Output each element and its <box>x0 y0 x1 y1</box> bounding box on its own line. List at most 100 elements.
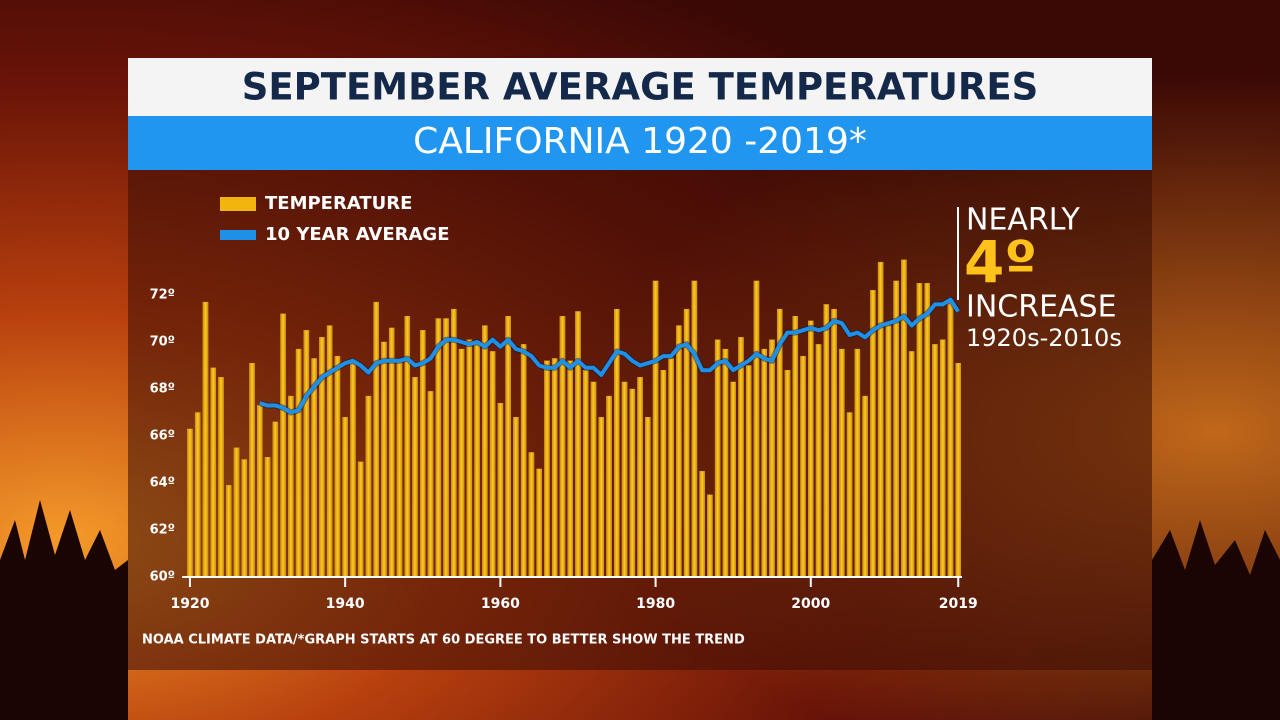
footnote: NOAA CLIMATE DATA/*GRAPH STARTS AT 60 DE… <box>142 633 745 648</box>
annotation-text: NEARLY <box>966 203 1080 238</box>
bar <box>846 412 853 578</box>
bar <box>590 381 597 578</box>
bar <box>365 395 372 578</box>
bar <box>427 391 434 578</box>
bar <box>707 494 713 578</box>
trend-line <box>259 297 960 415</box>
chart-subtitle: CALIFORNIA 1920 -2019* <box>413 121 867 162</box>
bar <box>334 355 341 578</box>
bar <box>629 388 636 578</box>
legend-swatch <box>220 197 256 211</box>
bar <box>668 358 674 578</box>
bar <box>676 325 682 578</box>
bar <box>761 348 768 578</box>
legend-swatch <box>220 230 256 240</box>
bar <box>458 348 465 578</box>
bar <box>218 377 224 578</box>
bar <box>357 461 364 578</box>
legend-label: TEMPERATURE <box>265 193 412 214</box>
bar <box>730 381 736 578</box>
x-tick-label: 2000 <box>791 596 830 612</box>
subtitle-bar <box>128 116 1152 170</box>
bar <box>908 351 915 578</box>
x-tick-label: 1960 <box>481 596 520 612</box>
bar <box>582 370 589 578</box>
bar <box>536 468 542 578</box>
bar <box>396 360 403 578</box>
bar <box>513 417 519 578</box>
x-tick-label: 1980 <box>636 596 675 612</box>
bar <box>784 370 791 578</box>
bar <box>497 402 504 578</box>
bar <box>194 412 201 578</box>
bar <box>241 459 248 578</box>
bar <box>451 308 457 578</box>
bar <box>412 377 418 578</box>
chart-title: SEPTEMBER AVERAGE TEMPERATURES <box>242 66 1039 109</box>
bar <box>404 315 411 578</box>
bar <box>474 344 480 578</box>
bar <box>466 339 473 578</box>
tree-silhouettes <box>0 500 128 720</box>
bar <box>637 377 643 578</box>
bar <box>567 360 574 578</box>
x-tick-label: 2019 <box>939 596 978 612</box>
tree-silhouettes <box>1152 520 1280 720</box>
bar <box>342 417 348 578</box>
bar <box>769 339 775 578</box>
bar <box>815 344 822 578</box>
bar <box>831 308 837 578</box>
y-tick-label: 62º <box>150 523 175 538</box>
y-tick-label: 66º <box>150 429 175 444</box>
bar <box>505 315 511 578</box>
bar <box>187 428 193 578</box>
bar <box>885 325 892 578</box>
bar <box>272 421 279 578</box>
bar <box>939 339 946 578</box>
bar <box>225 485 232 578</box>
bar <box>202 301 209 578</box>
bar <box>691 280 698 578</box>
bar <box>303 330 310 578</box>
bar <box>738 337 744 578</box>
bar <box>877 261 884 578</box>
bar <box>264 456 271 578</box>
bar <box>381 341 387 578</box>
bar <box>288 395 294 578</box>
bar <box>575 311 581 578</box>
bar <box>652 280 659 578</box>
bar <box>932 344 938 578</box>
bar <box>699 471 705 578</box>
bar <box>598 417 605 578</box>
bar <box>280 313 286 578</box>
bar <box>955 362 962 578</box>
bar <box>808 320 814 578</box>
x-tick-label: 1920 <box>170 596 209 612</box>
y-tick-label: 60º <box>150 570 175 585</box>
bar <box>893 280 899 578</box>
y-tick-label: 64º <box>150 476 175 491</box>
bar <box>753 280 760 578</box>
bar <box>257 405 263 578</box>
bar <box>326 325 333 578</box>
bar <box>714 339 721 578</box>
bar <box>862 395 868 578</box>
y-tick-label: 72º <box>150 288 175 303</box>
bar <box>839 348 845 578</box>
bar <box>916 283 923 578</box>
bar <box>443 318 449 578</box>
bar <box>901 259 907 578</box>
bar <box>373 301 379 578</box>
bar <box>854 348 861 578</box>
bar <box>350 360 356 578</box>
y-tick-label: 68º <box>150 382 175 397</box>
x-tick-label: 1940 <box>326 596 365 612</box>
bar <box>388 327 395 578</box>
bar <box>924 283 930 578</box>
bar <box>645 417 651 578</box>
bar <box>745 365 752 578</box>
title-bar <box>128 58 1152 116</box>
bar <box>520 344 527 578</box>
bar <box>551 358 558 578</box>
